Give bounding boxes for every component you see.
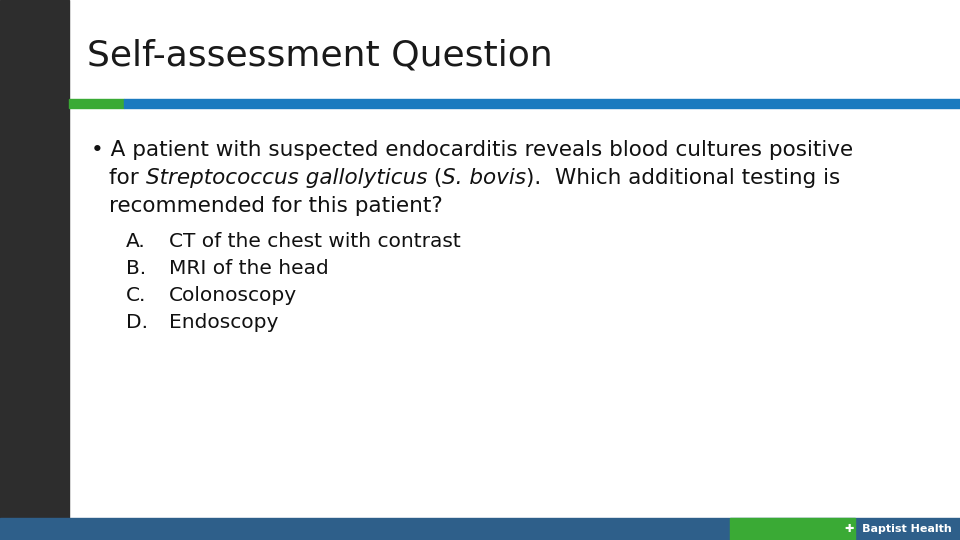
Text: for: for xyxy=(109,168,146,188)
Bar xyxy=(124,99,960,108)
Text: Streptococcus gallolyticus: Streptococcus gallolyticus xyxy=(146,168,427,188)
Text: ✚  Baptist Health: ✚ Baptist Health xyxy=(845,524,952,534)
Text: D.: D. xyxy=(126,313,148,332)
Text: C.: C. xyxy=(126,286,146,305)
Text: S. bovis: S. bovis xyxy=(443,168,526,188)
Text: ).  Which additional testing is: ). Which additional testing is xyxy=(526,168,841,188)
Bar xyxy=(0,0,69,540)
Text: recommended for this patient?: recommended for this patient? xyxy=(109,196,443,216)
Text: • A patient with suspected endocarditis reveals blood cultures positive: • A patient with suspected endocarditis … xyxy=(91,140,853,160)
Text: A.: A. xyxy=(126,232,146,251)
Text: (: ( xyxy=(427,168,443,188)
Text: Endoscopy: Endoscopy xyxy=(169,313,278,332)
Text: MRI of the head: MRI of the head xyxy=(169,259,328,278)
Text: CT of the chest with contrast: CT of the chest with contrast xyxy=(169,232,461,251)
Bar xyxy=(730,518,855,540)
Text: Self-assessment Question: Self-assessment Question xyxy=(87,38,553,72)
Text: Colonoscopy: Colonoscopy xyxy=(169,286,298,305)
Bar xyxy=(0,518,960,540)
Text: B.: B. xyxy=(126,259,146,278)
Bar xyxy=(69,99,124,108)
